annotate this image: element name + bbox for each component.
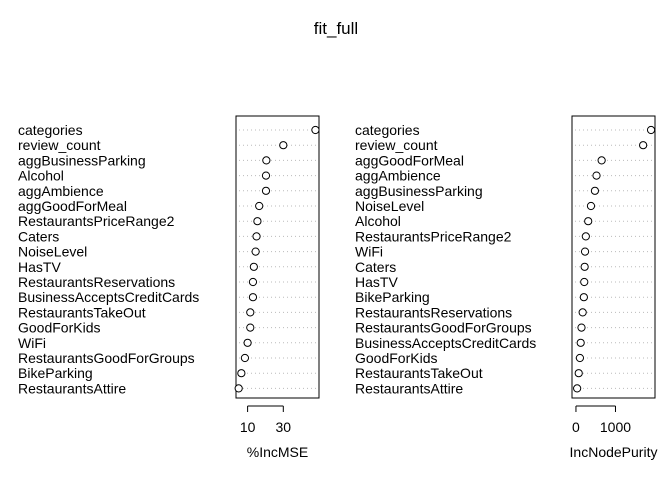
- chart-title: fit_full: [314, 19, 358, 38]
- variable-label: aggAmbience: [18, 183, 104, 199]
- variable-label: GoodForKids: [355, 350, 437, 366]
- plot-box: [235, 115, 320, 399]
- data-point: [279, 141, 288, 150]
- variable-label: RestaurantsPriceRange2: [355, 228, 512, 244]
- data-point: [249, 262, 258, 271]
- variable-label: WiFi: [355, 244, 383, 260]
- x-tick-label: 0: [572, 419, 580, 435]
- variable-label: GoodForKids: [18, 320, 100, 336]
- variable-label: RestaurantsAttire: [355, 380, 463, 396]
- data-point: [646, 125, 656, 135]
- data-point: [586, 201, 596, 211]
- data-point: [577, 323, 586, 332]
- variable-label: RestaurantsTakeOut: [18, 304, 146, 320]
- variable-label: aggGoodForMeal: [18, 198, 127, 214]
- data-point: [311, 125, 320, 135]
- data-point: [262, 156, 271, 165]
- data-point: [581, 232, 590, 241]
- variable-label: WiFi: [18, 335, 46, 351]
- x-tick-label: 30: [276, 419, 292, 435]
- variable-label: BikeParking: [355, 289, 430, 305]
- data-point: [261, 171, 271, 180]
- data-point: [573, 384, 582, 393]
- data-point: [252, 232, 261, 241]
- data-point: [578, 308, 587, 317]
- data-point: [255, 201, 264, 211]
- data-point: [597, 156, 606, 165]
- variable-label: RestaurantsReservations: [18, 274, 175, 290]
- variable-label: RestaurantsGoodForGroups: [355, 320, 532, 336]
- variable-label: Caters: [355, 259, 396, 275]
- data-point: [574, 369, 583, 378]
- panel-incnodepurity: categoriesreview_countaggGoodForMealaggA…: [355, 115, 658, 460]
- data-point: [243, 338, 252, 347]
- variable-label: HasTV: [355, 274, 398, 290]
- variable-label: BusinessAcceptsCreditCards: [355, 335, 536, 351]
- variable-label: categories: [18, 122, 83, 138]
- variable-label: aggGoodForMeal: [355, 152, 464, 168]
- data-point: [246, 308, 255, 317]
- data-point: [246, 323, 255, 332]
- data-point: [248, 277, 258, 287]
- data-point: [261, 186, 271, 195]
- variable-label: review_count: [355, 137, 438, 153]
- variable-label: categories: [355, 122, 420, 138]
- data-point: [592, 171, 601, 180]
- data-point: [234, 384, 243, 393]
- variable-label: Alcohol: [18, 168, 64, 184]
- variable-label: review_count: [18, 137, 101, 153]
- variable-label: aggAmbience: [355, 168, 441, 184]
- variable-label: RestaurantsGoodForGroups: [18, 350, 195, 366]
- data-point: [237, 369, 246, 378]
- data-point: [584, 217, 593, 226]
- data-point: [590, 186, 600, 195]
- data-point: [576, 338, 585, 347]
- data-point: [248, 293, 258, 302]
- variable-label: RestaurantsPriceRange2: [18, 213, 175, 229]
- plot-box: [571, 115, 656, 399]
- x-axis-label: IncNodePurity: [570, 444, 658, 460]
- variable-label: Caters: [18, 228, 59, 244]
- data-point: [579, 293, 588, 302]
- data-point: [580, 262, 589, 271]
- variable-label: NoiseLevel: [355, 198, 424, 214]
- variable-label: aggBusinessParking: [355, 183, 483, 199]
- x-tick-label: 10: [240, 419, 256, 435]
- data-point: [580, 277, 589, 287]
- variable-label: HasTV: [18, 259, 61, 275]
- variable-label: RestaurantsAttire: [18, 380, 126, 396]
- x-tick-label: 1000: [600, 419, 631, 435]
- variable-label: aggBusinessParking: [18, 152, 146, 168]
- variable-label: NoiseLevel: [18, 244, 87, 260]
- data-point: [639, 141, 648, 150]
- variable-label: BikeParking: [18, 365, 93, 381]
- x-axis-label: %IncMSE: [247, 444, 308, 460]
- data-point: [575, 353, 585, 363]
- data-point: [251, 247, 260, 256]
- variable-label: RestaurantsReservations: [355, 304, 512, 320]
- variable-label: BusinessAcceptsCreditCards: [18, 289, 199, 305]
- panel-incmse: categoriesreview_countaggBusinessParking…: [18, 115, 320, 460]
- variable-label: RestaurantsTakeOut: [355, 365, 483, 381]
- data-point: [240, 353, 250, 363]
- data-point: [580, 247, 590, 256]
- data-point: [253, 217, 262, 226]
- variable-label: Alcohol: [355, 213, 401, 229]
